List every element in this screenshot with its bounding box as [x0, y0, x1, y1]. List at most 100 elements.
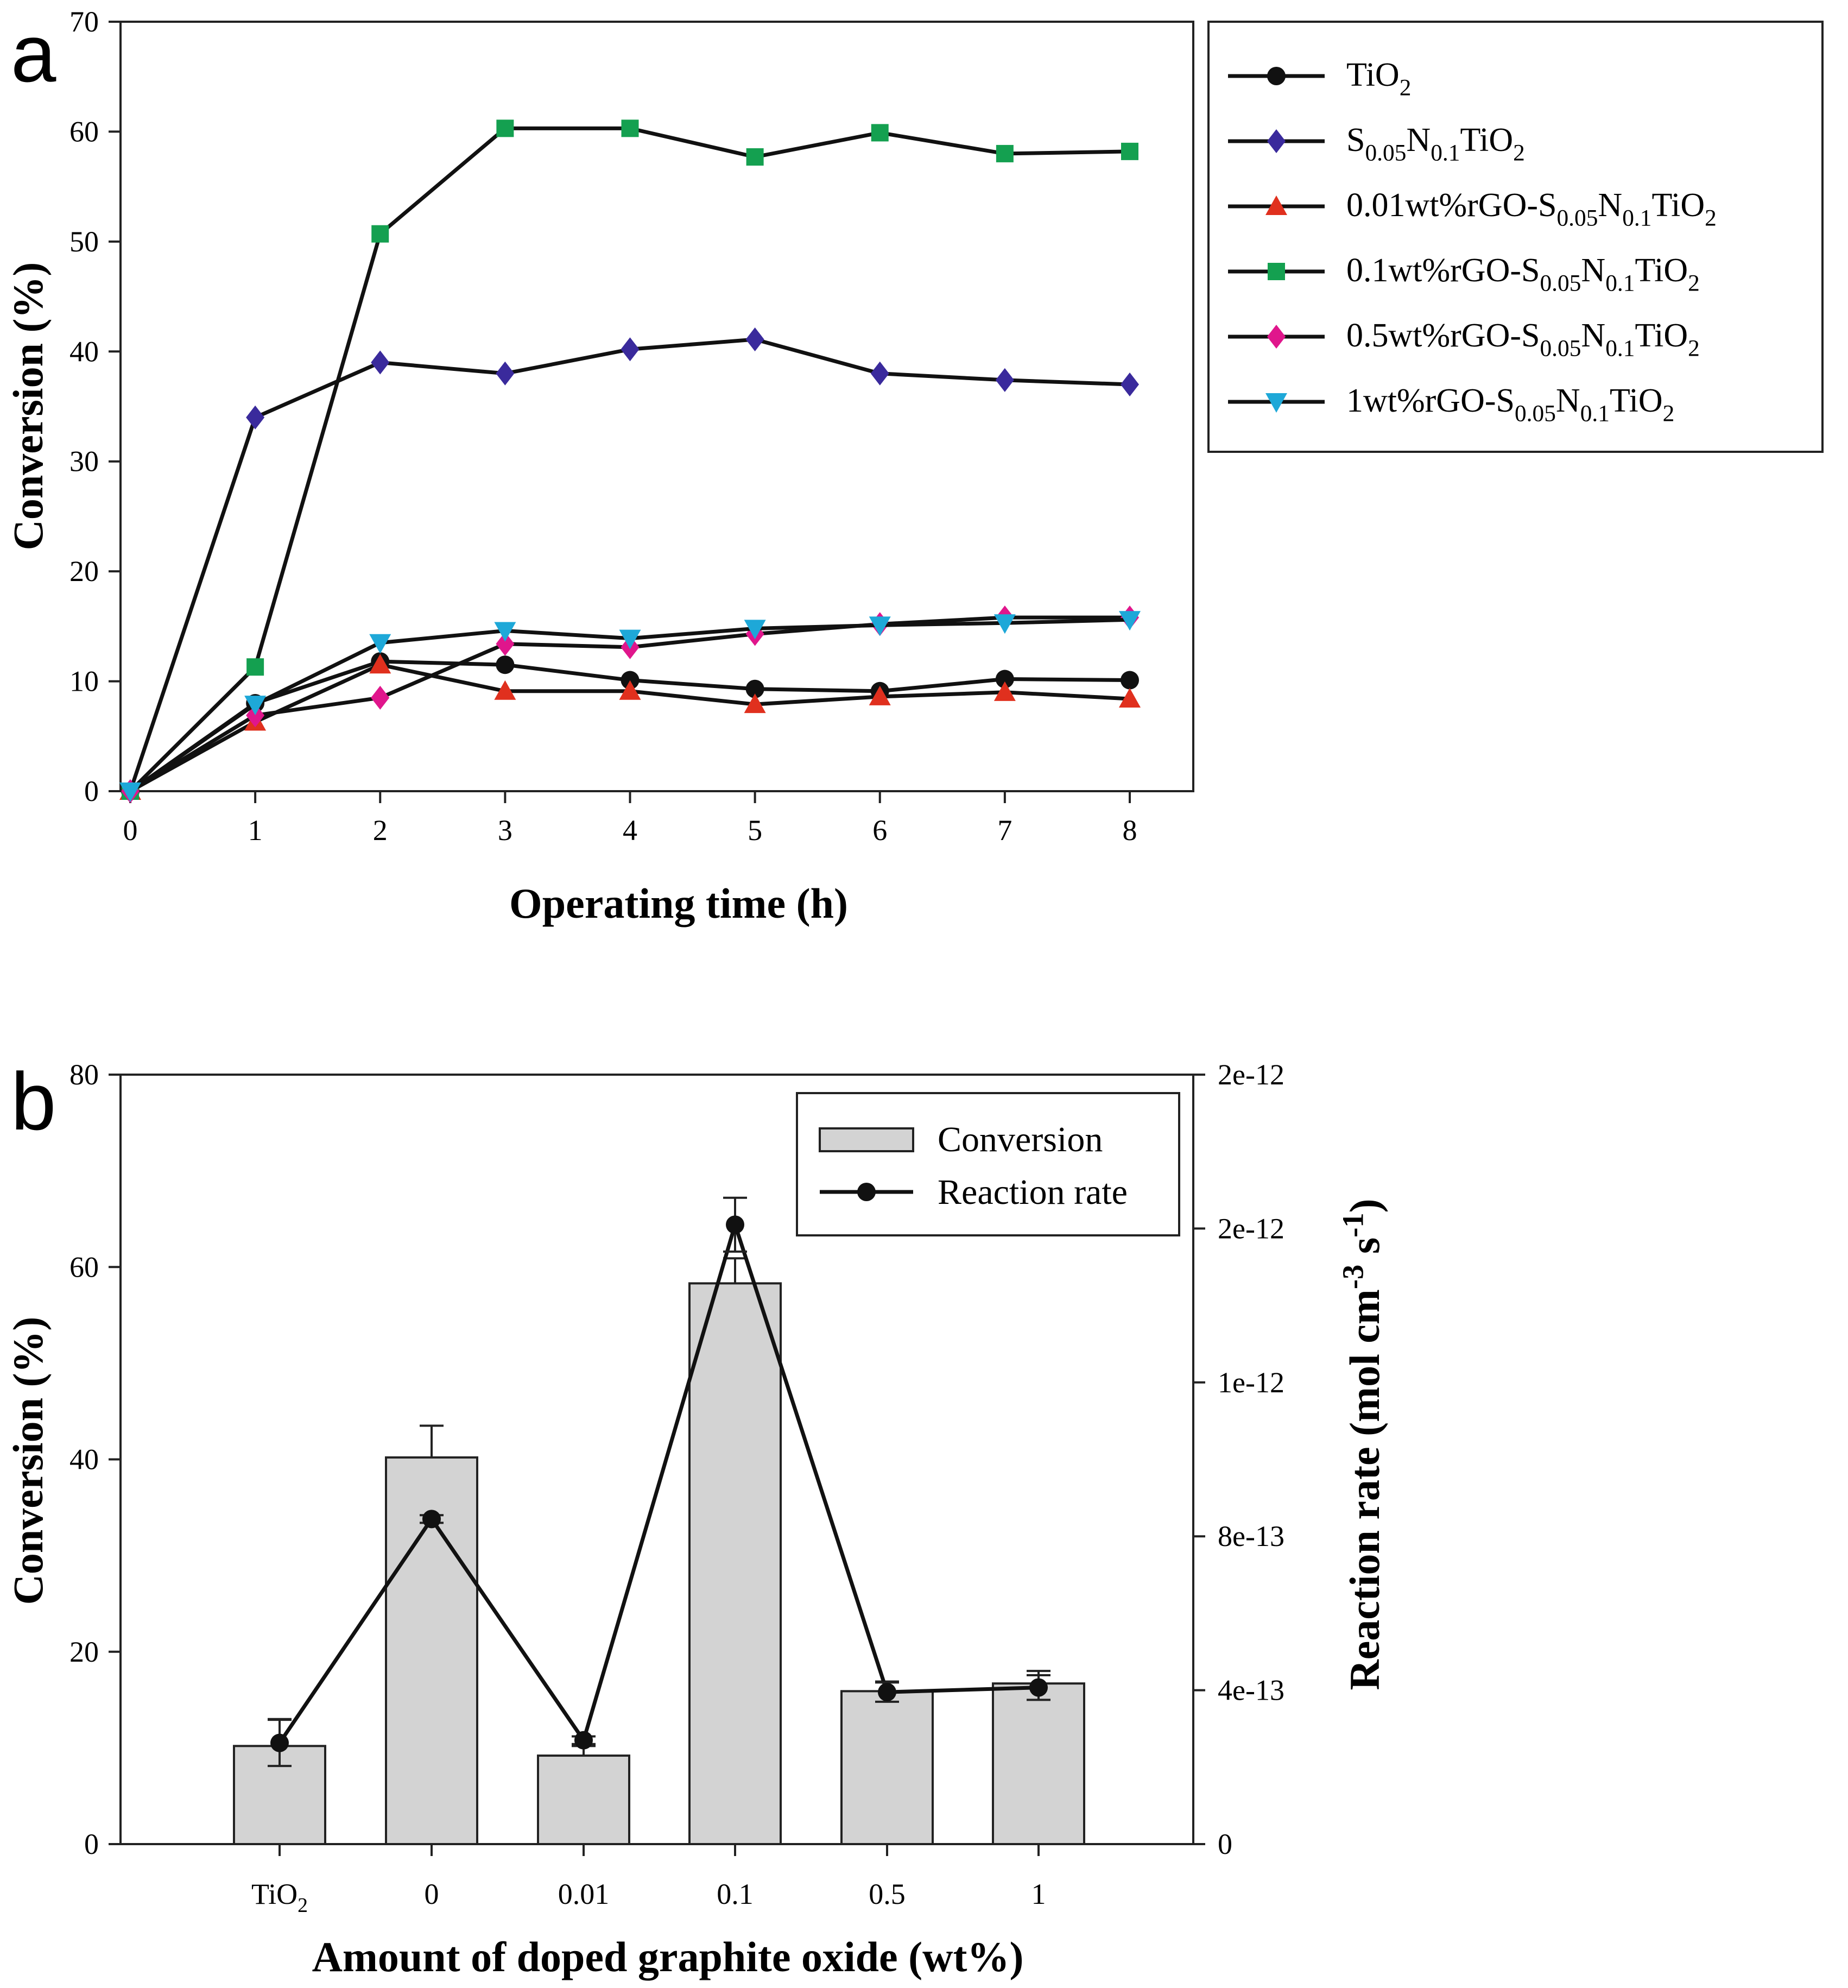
bar	[688, 1282, 782, 1846]
text-part: 0.01	[558, 1878, 610, 1910]
text-part: N	[1556, 382, 1580, 419]
marker-circle	[1267, 67, 1286, 85]
text-part: 0	[425, 1878, 439, 1910]
panel-label-b: b	[11, 1056, 56, 1147]
text-part: N	[1406, 122, 1431, 159]
marker-circle	[270, 1733, 289, 1752]
marker-square	[1121, 142, 1138, 160]
text-part: 2	[1705, 205, 1717, 231]
x-tick-label-b: 1	[1031, 1878, 1046, 1910]
legend-item-conversion: Conversion	[819, 1120, 1103, 1159]
text-part: 0.1	[1622, 205, 1651, 231]
marker-triangle-up	[494, 680, 516, 700]
marker-diamond	[621, 337, 640, 362]
series-S0.05N0.1TiO2	[121, 327, 1139, 803]
text-part: )	[1341, 1198, 1388, 1213]
y-tick-label-b: 0	[84, 1828, 99, 1860]
series-line	[128, 337, 1130, 792]
x-tick-label-a: 2	[373, 814, 388, 847]
marker-diamond	[1267, 129, 1286, 153]
bar-group	[840, 1680, 934, 1846]
marker-triangle-down	[119, 782, 141, 802]
marker-triangle-up	[1265, 195, 1287, 215]
x-tick-label-a: 7	[997, 814, 1012, 847]
legend-item-a: 0.1wt%rGO-S0.05N0.1TiO2	[1228, 252, 1700, 296]
text-part: TiO	[1651, 187, 1705, 224]
text-part: 0.5wt%rGO-S	[1346, 317, 1540, 354]
marker-diamond	[870, 361, 889, 386]
marker-diamond	[1267, 325, 1286, 349]
marker-triangle-down	[1119, 611, 1141, 631]
marker-triangle-down	[869, 616, 891, 636]
text-part: 1	[1031, 1878, 1046, 1910]
y-tick-label-b: 80	[69, 1058, 99, 1091]
marker-square	[996, 144, 1014, 162]
marker-triangle-down	[494, 622, 516, 642]
legend-item-reaction-rate: Reaction rate	[820, 1172, 1128, 1212]
y-tick-label-a: 50	[69, 225, 99, 258]
text-part: 2	[1688, 335, 1700, 361]
rate-line	[278, 1218, 1039, 1745]
text-part: -3	[1336, 1265, 1369, 1289]
legend-item-a: 0.01wt%rGO-S0.05N0.1TiO2	[1228, 187, 1717, 231]
legend-b	[796, 1092, 1180, 1236]
x-tick-label-a: 0	[123, 814, 138, 847]
text-part: N	[1581, 317, 1605, 354]
x-axis-title-b: Amount of doped graphite oxide (wt%)	[312, 1933, 1024, 1980]
marker-triangle-down	[369, 634, 391, 654]
marker-diamond	[995, 368, 1014, 392]
marker-circle	[995, 670, 1014, 689]
text-part: 0.1	[1605, 270, 1635, 296]
text-part: S	[1346, 122, 1365, 159]
marker-triangle-down	[244, 696, 267, 716]
text-part: 2	[1688, 270, 1700, 296]
legend-label: S0.05N0.1TiO2	[1346, 122, 1525, 166]
marker-diamond	[371, 685, 390, 710]
marker-triangle-down	[1265, 393, 1287, 413]
marker-circle	[878, 1683, 896, 1702]
marker-square	[871, 124, 889, 142]
marker-triangle-down	[619, 629, 641, 649]
y2-tick-label-b: 1e-12	[1218, 1366, 1284, 1399]
bar-group	[992, 1670, 1085, 1845]
text-part: 0.1wt%rGO-S	[1346, 252, 1540, 289]
y2-tick-label-b: 4e-13	[1218, 1674, 1284, 1707]
text-part: TiO	[1460, 122, 1513, 159]
marker-diamond	[371, 350, 390, 375]
y-tick-label-a: 20	[69, 555, 99, 588]
marker-square	[496, 119, 514, 137]
text-part: s	[1341, 1238, 1388, 1265]
text-part: TiO	[251, 1878, 298, 1910]
marker-circle	[726, 1215, 744, 1234]
legend-label: 0.01wt%rGO-S0.05N0.1TiO2	[1346, 187, 1717, 231]
marker-circle	[496, 655, 515, 674]
marker-triangle-up	[369, 654, 391, 674]
x-tick-label-a: 1	[248, 814, 263, 847]
marker-circle	[621, 671, 640, 690]
marker-square	[246, 658, 264, 676]
bar-group	[688, 1257, 782, 1846]
y-tick-label-b: 40	[69, 1443, 99, 1476]
text-part: 2	[298, 1894, 308, 1917]
x-tick-label-b: TiO2	[251, 1878, 308, 1917]
legend-label: Conversion	[938, 1120, 1103, 1159]
x-tick-label-b: 0	[425, 1878, 439, 1910]
marker-circle	[574, 1731, 593, 1750]
text-part: 0.05	[1515, 400, 1556, 426]
x-tick-label-a: 6	[872, 814, 887, 847]
marker-triangle-down	[744, 620, 766, 640]
marker-circle	[745, 679, 764, 698]
y-axis-title-a: Conversion (%)	[4, 262, 52, 551]
y-tick-label-b: 60	[69, 1251, 99, 1283]
text-part: 0.05	[1540, 270, 1581, 296]
text-part: TiO	[1346, 56, 1400, 93]
marker-triangle-up	[869, 685, 891, 705]
bar-group	[385, 1424, 478, 1845]
panel-b: b TiO2 0 0.01 0.1 0.5 102040608004e-138e-131e…	[4, 1056, 1388, 1980]
text-part: Reaction rate (mol cm	[1341, 1289, 1388, 1690]
marker-diamond	[246, 405, 265, 430]
legend-item-a: 0.5wt%rGO-S0.05N0.1TiO2	[1228, 317, 1700, 361]
text-part: N	[1581, 252, 1605, 289]
y-tick-label-a: 70	[69, 5, 99, 38]
panel-label-a: a	[11, 8, 56, 99]
